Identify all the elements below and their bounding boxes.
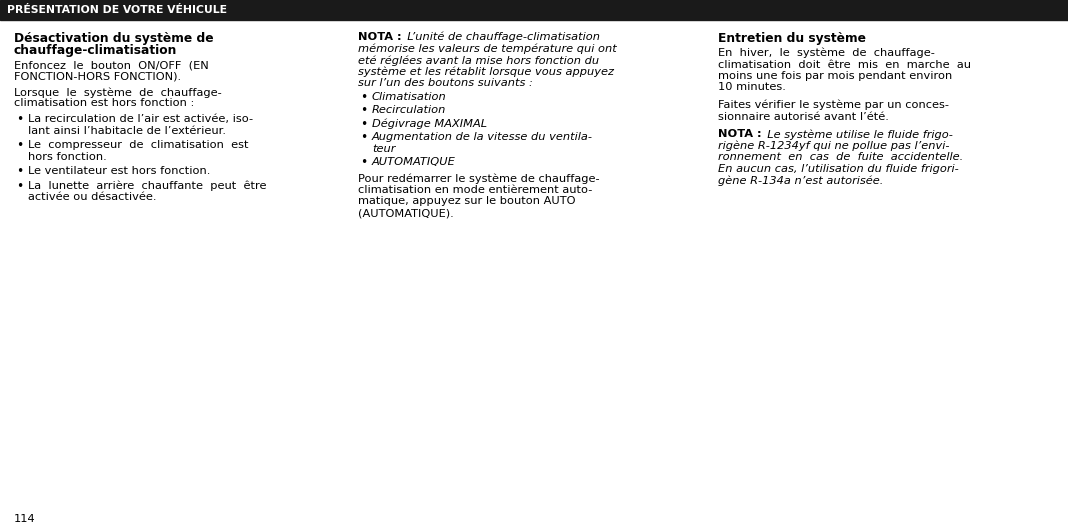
Text: gène R-134a n’est autorisée.: gène R-134a n’est autorisée. [718,175,883,186]
Text: La  lunette  arrière  chauffante  peut  être: La lunette arrière chauffante peut être [28,180,267,191]
Text: •: • [360,104,367,117]
Text: La recirculation de l’air est activée, iso-: La recirculation de l’air est activée, i… [28,114,253,124]
Text: Faites vérifier le système par un conces-: Faites vérifier le système par un conces… [718,100,949,110]
Text: •: • [16,139,23,152]
Text: •: • [16,113,23,126]
Text: sionnaire autorisé avant l’été.: sionnaire autorisé avant l’été. [718,112,889,122]
Text: Climatisation: Climatisation [372,92,446,102]
Text: (AUTOMATIQUE).: (AUTOMATIQUE). [358,208,454,218]
Text: •: • [360,156,367,169]
Text: En  hiver,  le  système  de  chauffage-: En hiver, le système de chauffage- [718,48,934,58]
Text: moins une fois par mois pendant environ: moins une fois par mois pendant environ [718,71,953,81]
Text: Pour redémarrer le système de chauffage-: Pour redémarrer le système de chauffage- [358,174,599,184]
Text: 10 minutes.: 10 minutes. [718,83,786,93]
Text: sur l’un des boutons suivants :: sur l’un des boutons suivants : [358,78,533,88]
Text: climatisation  doit  être  mis  en  marche  au: climatisation doit être mis en marche au [718,59,971,69]
Text: mémorise les valeurs de température qui ont: mémorise les valeurs de température qui … [358,44,616,54]
Text: •: • [16,165,23,178]
Text: •: • [360,91,367,104]
Text: lant ainsi l’habitacle de l’extérieur.: lant ainsi l’habitacle de l’extérieur. [28,126,226,136]
Text: NOTA :: NOTA : [718,129,761,139]
Text: Enfoncez  le  bouton  ON/OFF  (EN: Enfoncez le bouton ON/OFF (EN [14,60,208,70]
Text: hors fonction.: hors fonction. [28,151,107,161]
Text: activée ou désactivée.: activée ou désactivée. [28,192,157,202]
Text: Le système utilise le fluide frigo-: Le système utilise le fluide frigo- [760,129,953,139]
Text: Recirculation: Recirculation [372,105,446,115]
Text: ronnement  en  cas  de  fuite  accidentelle.: ronnement en cas de fuite accidentelle. [718,152,963,162]
Text: •: • [360,132,367,144]
Text: En aucun cas, l’utilisation du fluide frigori-: En aucun cas, l’utilisation du fluide fr… [718,164,959,174]
Text: eté réglées avant la mise hors fonction du: eté réglées avant la mise hors fonction … [358,55,599,66]
Bar [0,0,1068,20]
Text: rigène R-1234yf qui ne pollue pas l’envi-: rigène R-1234yf qui ne pollue pas l’envi… [718,140,949,151]
Text: L’unité de chauffage-climatisation: L’unité de chauffage-climatisation [400,32,600,43]
Text: teur: teur [372,144,395,154]
Text: Désactivation du système de: Désactivation du système de [14,32,214,45]
Text: système et les rétablit lorsque vous appuyez: système et les rétablit lorsque vous app… [358,66,614,77]
Text: matique, appuyez sur le bouton AUTO: matique, appuyez sur le bouton AUTO [358,197,576,207]
Text: Dégivrage MAXIMAL: Dégivrage MAXIMAL [372,118,487,129]
Text: climatisation en mode entièrement auto-: climatisation en mode entièrement auto- [358,185,593,195]
Text: 114: 114 [14,514,35,524]
Text: chauffage-climatisation: chauffage-climatisation [14,44,177,57]
Text: •: • [360,118,367,131]
Text: Augmentation de la vitesse du ventila-: Augmentation de la vitesse du ventila- [372,132,593,142]
Text: Entretien du système: Entretien du système [718,32,866,45]
Text: AUTOMATIQUE: AUTOMATIQUE [372,157,456,167]
Text: FONCTION-HORS FONCTION).: FONCTION-HORS FONCTION). [14,72,182,82]
Text: Le ventilateur est hors fonction.: Le ventilateur est hors fonction. [28,166,210,176]
Text: •: • [16,180,23,193]
Text: NOTA :: NOTA : [358,32,402,42]
Text: climatisation est hors fonction :: climatisation est hors fonction : [14,98,194,108]
Text: Le  compresseur  de  climatisation  est: Le compresseur de climatisation est [28,140,249,150]
Text: PRÉSENTATION DE VOTRE VÉHICULE: PRÉSENTATION DE VOTRE VÉHICULE [7,5,227,15]
Text: Lorsque  le  système  de  chauffage-: Lorsque le système de chauffage- [14,87,222,97]
